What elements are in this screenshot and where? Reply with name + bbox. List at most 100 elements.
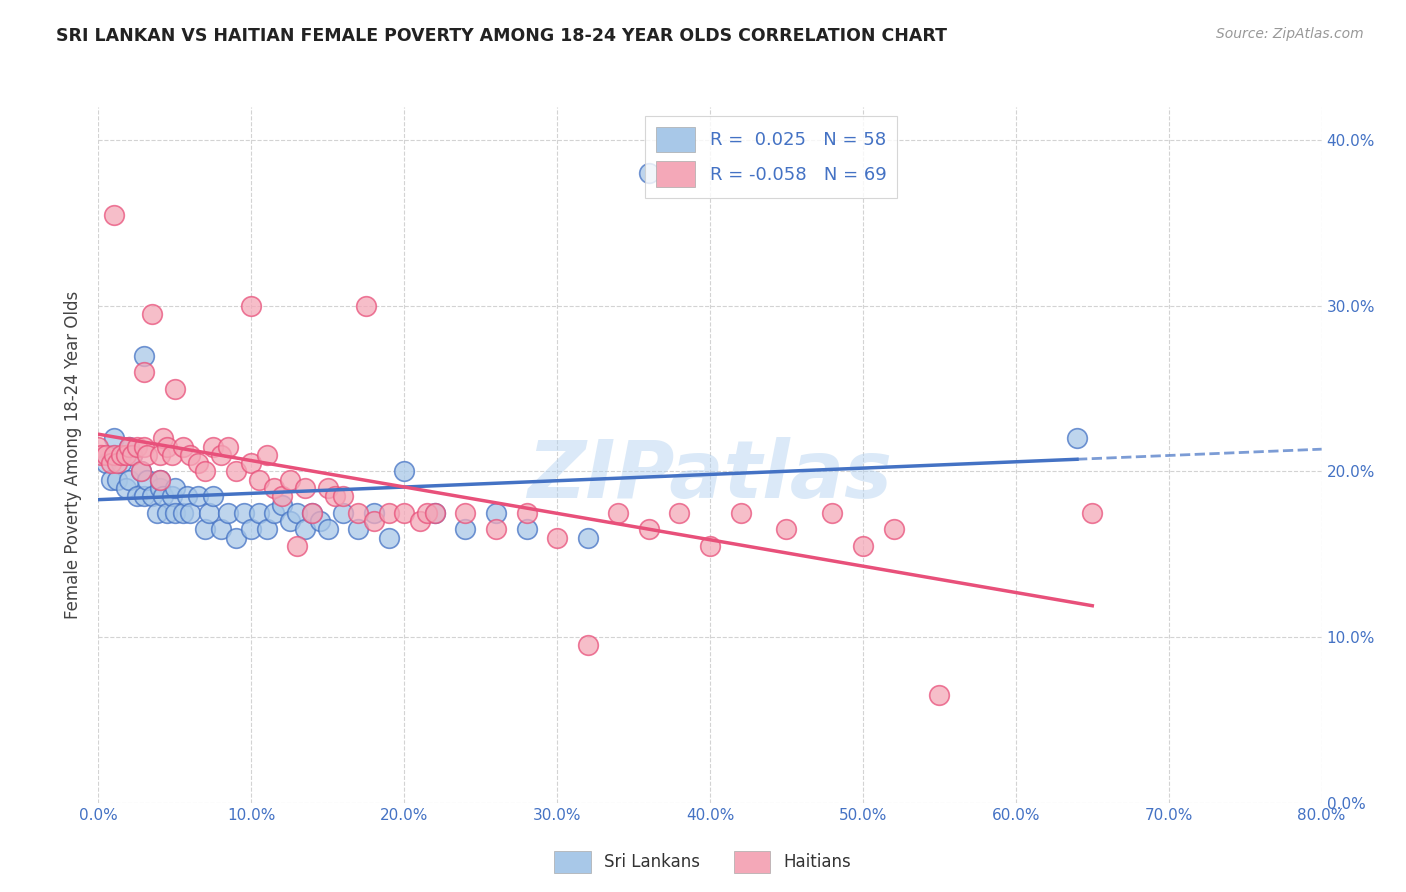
Point — [172, 506, 194, 520]
Point — [115, 448, 138, 462]
Point — [485, 506, 508, 520]
Point — [363, 514, 385, 528]
Point — [263, 481, 285, 495]
Point — [187, 456, 209, 470]
Point — [176, 489, 198, 503]
Point — [134, 349, 156, 363]
Point — [256, 448, 278, 462]
Point — [105, 456, 128, 470]
Point — [115, 481, 138, 495]
Point — [103, 448, 125, 462]
Point — [217, 506, 239, 520]
Point — [172, 440, 194, 454]
Point — [187, 489, 209, 503]
Point — [270, 489, 292, 503]
Point — [145, 506, 167, 520]
Point — [100, 473, 122, 487]
Point — [202, 489, 225, 503]
Point — [294, 523, 316, 537]
Point — [637, 523, 661, 537]
Point — [416, 506, 439, 520]
Point — [134, 489, 156, 503]
Point — [103, 448, 125, 462]
Point — [423, 506, 446, 520]
Point — [576, 639, 599, 653]
Point — [699, 539, 721, 553]
Point — [325, 489, 347, 503]
Point — [152, 431, 174, 445]
Legend: R =  0.025   N = 58, R = -0.058   N = 69: R = 0.025 N = 58, R = -0.058 N = 69 — [645, 116, 897, 198]
Point — [156, 506, 179, 520]
Point — [90, 448, 112, 462]
Point — [240, 299, 263, 313]
Point — [225, 531, 247, 545]
Text: ZIPatlas: ZIPatlas — [527, 437, 893, 515]
Point — [129, 465, 152, 479]
Point — [194, 523, 217, 537]
Point — [294, 481, 316, 495]
Point — [347, 506, 370, 520]
Point — [129, 465, 152, 479]
Point — [100, 456, 122, 470]
Point — [301, 506, 323, 520]
Point — [454, 523, 477, 537]
Point — [285, 539, 308, 553]
Point — [516, 523, 538, 537]
Point — [247, 506, 270, 520]
Point — [516, 506, 538, 520]
Point — [225, 465, 247, 479]
Point — [408, 514, 430, 528]
Point — [928, 688, 950, 702]
Text: Source: ZipAtlas.com: Source: ZipAtlas.com — [1216, 27, 1364, 41]
Point — [278, 514, 301, 528]
Point — [163, 506, 186, 520]
Point — [332, 489, 354, 503]
Point — [378, 531, 401, 545]
Point — [232, 506, 254, 520]
Point — [607, 506, 630, 520]
Point — [179, 506, 201, 520]
Point — [263, 506, 285, 520]
Point — [363, 506, 385, 520]
Point — [125, 489, 148, 503]
Point — [134, 440, 156, 454]
Point — [347, 523, 370, 537]
Point — [309, 514, 332, 528]
Point — [149, 473, 172, 487]
Point — [103, 208, 125, 222]
Point — [110, 448, 132, 462]
Point — [149, 448, 172, 462]
Text: SRI LANKAN VS HAITIAN FEMALE POVERTY AMONG 18-24 YEAR OLDS CORRELATION CHART: SRI LANKAN VS HAITIAN FEMALE POVERTY AMO… — [56, 27, 948, 45]
Point — [485, 523, 508, 537]
Point — [141, 307, 163, 321]
Point — [163, 481, 186, 495]
Point — [141, 489, 163, 503]
Point — [160, 448, 183, 462]
Point — [163, 382, 186, 396]
Point — [156, 440, 179, 454]
Point — [730, 506, 752, 520]
Point — [637, 166, 661, 180]
Point — [202, 440, 225, 454]
Legend: Sri Lankans, Haitians: Sri Lankans, Haitians — [548, 845, 858, 880]
Point — [94, 456, 117, 470]
Point — [546, 531, 568, 545]
Point — [217, 440, 239, 454]
Point — [301, 506, 323, 520]
Point — [125, 440, 148, 454]
Point — [270, 498, 292, 512]
Point — [136, 473, 159, 487]
Point — [209, 523, 232, 537]
Point — [240, 523, 263, 537]
Point — [316, 523, 339, 537]
Point — [285, 506, 308, 520]
Point — [134, 365, 156, 379]
Point — [278, 473, 301, 487]
Point — [118, 440, 141, 454]
Point — [821, 506, 844, 520]
Y-axis label: Female Poverty Among 18-24 Year Olds: Female Poverty Among 18-24 Year Olds — [65, 291, 83, 619]
Point — [883, 523, 905, 537]
Point — [332, 506, 354, 520]
Point — [149, 481, 172, 495]
Point — [668, 506, 690, 520]
